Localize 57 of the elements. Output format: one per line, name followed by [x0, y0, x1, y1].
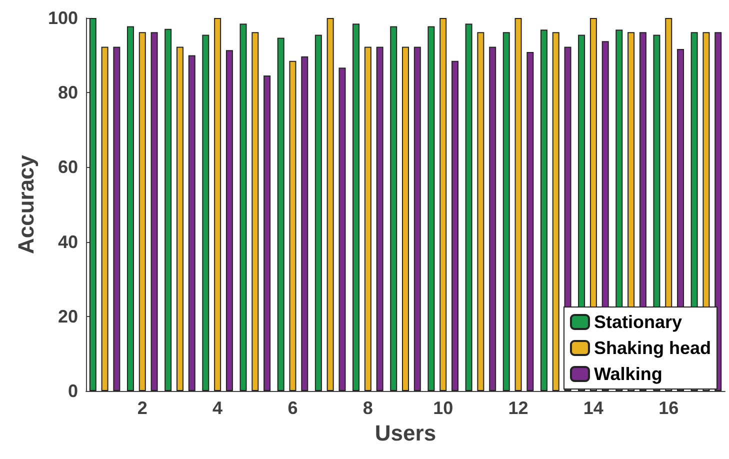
- bar: [326, 18, 334, 391]
- bar: [89, 18, 96, 391]
- legend-label: Stationary: [594, 312, 682, 332]
- bar: [364, 46, 372, 391]
- bar: [289, 60, 296, 391]
- bar: [314, 34, 322, 391]
- y-tick-label: 100: [48, 8, 78, 28]
- bar: [428, 26, 435, 391]
- bar: [101, 46, 108, 391]
- bar: [552, 32, 560, 391]
- bar: [252, 32, 259, 391]
- y-tick-label: 40: [58, 232, 78, 252]
- y-tick-label: 60: [58, 157, 78, 178]
- bar: [214, 18, 222, 391]
- bar: [176, 46, 184, 391]
- bar: [226, 50, 233, 391]
- x-tick-label: 8: [362, 398, 373, 418]
- legend-label: Walking: [594, 364, 662, 384]
- bar: [526, 52, 534, 391]
- legend-label: Shaking head: [594, 338, 712, 358]
- y-tick-label: 80: [58, 82, 78, 103]
- bar: [451, 60, 458, 391]
- bar: [264, 75, 271, 391]
- bar: [240, 24, 247, 391]
- bar: [301, 56, 308, 391]
- bar: [489, 46, 496, 391]
- bar: [477, 32, 484, 391]
- x-tick-label: 10: [433, 398, 454, 418]
- bar: [390, 26, 398, 391]
- bar: [402, 46, 409, 391]
- x-tick-label: 12: [508, 398, 528, 418]
- bar: [540, 30, 548, 391]
- y-tick-label: 0: [68, 381, 78, 401]
- x-tick-label: 14: [583, 398, 604, 418]
- bar: [440, 18, 447, 391]
- bar: [164, 28, 172, 391]
- y-axis-title: Accuracy: [14, 154, 39, 254]
- x-axis-title: Users: [374, 420, 436, 446]
- bar: [202, 34, 210, 391]
- x-tick-label: 4: [212, 398, 223, 418]
- bar: [138, 32, 146, 391]
- bar: [188, 55, 196, 391]
- bar: [514, 18, 522, 391]
- bar: [150, 32, 158, 391]
- bar: [376, 46, 384, 391]
- bar: [352, 24, 360, 391]
- bar: [465, 24, 472, 391]
- bar: [414, 46, 421, 391]
- y-tick-label: 20: [58, 306, 78, 326]
- bar: [126, 26, 134, 391]
- x-tick-label: 6: [288, 398, 298, 418]
- x-tick-label: 16: [658, 398, 679, 418]
- bar: [502, 32, 510, 391]
- x-tick-label: 2: [137, 398, 148, 418]
- bar: [113, 46, 120, 391]
- bar: [277, 38, 284, 391]
- bar: [338, 68, 346, 391]
